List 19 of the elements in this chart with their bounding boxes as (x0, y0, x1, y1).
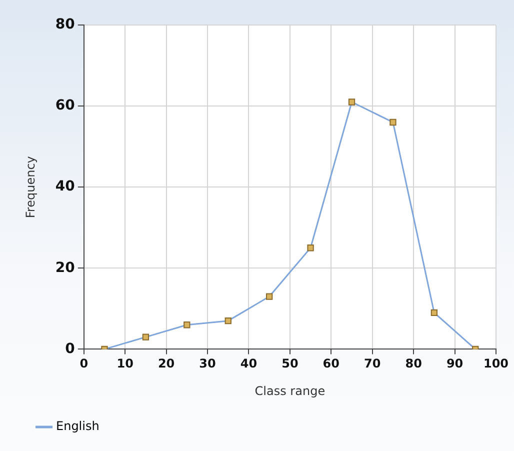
x-axis-title: Class range (254, 384, 326, 398)
x-tick-label: 10 (116, 356, 134, 371)
x-tick-label: 30 (199, 356, 216, 371)
x-tick-label: 60 (322, 356, 340, 371)
y-axis-title: Frequency (23, 156, 38, 218)
x-tick-label: 100 (483, 356, 509, 371)
x-tick-label: 50 (282, 356, 298, 371)
y-tick-label: 80 (55, 16, 76, 33)
x-tick-label: 80 (405, 356, 422, 371)
y-tick-label: 40 (55, 178, 76, 195)
x-tick-label: 20 (158, 356, 175, 371)
x-tick-label: 90 (446, 356, 464, 371)
y-tick-label: 60 (55, 98, 76, 114)
x-tick-label: 0 (80, 356, 88, 371)
legend-label: English (56, 419, 100, 434)
x-tick-label: 40 (240, 356, 258, 371)
y-tick-label: 20 (55, 260, 76, 276)
y-tick-label: 0 (65, 340, 76, 357)
x-tick-label: 70 (364, 356, 381, 371)
